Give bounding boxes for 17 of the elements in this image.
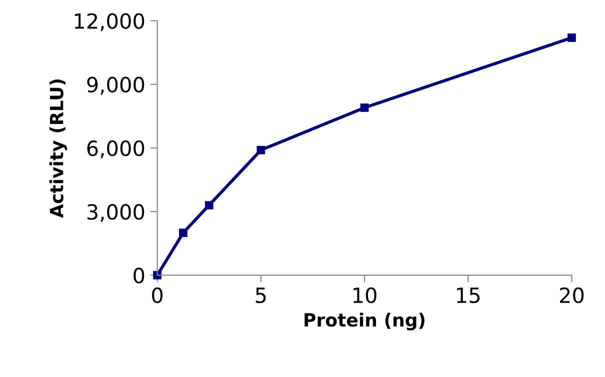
x-axis-title: Protein (ng): [304, 312, 424, 330]
point: [204, 201, 214, 210]
x-tick-label: 0: [152, 287, 163, 304]
y-tick-label: 0: [134, 268, 144, 284]
point: [256, 146, 266, 154]
point: [179, 228, 188, 237]
point: [360, 104, 369, 112]
x-tick-label: 5: [256, 288, 266, 304]
x-tick-label: 15: [457, 288, 480, 304]
y-tick-label: 12,000: [74, 13, 144, 32]
y-tick-label: 3,000: [87, 204, 144, 222]
y-tick-label: 9,000: [87, 76, 144, 95]
y-axis-title: Activity (RLU): [49, 79, 68, 218]
x-tick-label: 10: [354, 287, 376, 304]
y-tick-label: 6,000: [87, 140, 144, 158]
point: [568, 34, 576, 42]
x-tick-label: 20: [560, 287, 584, 304]
